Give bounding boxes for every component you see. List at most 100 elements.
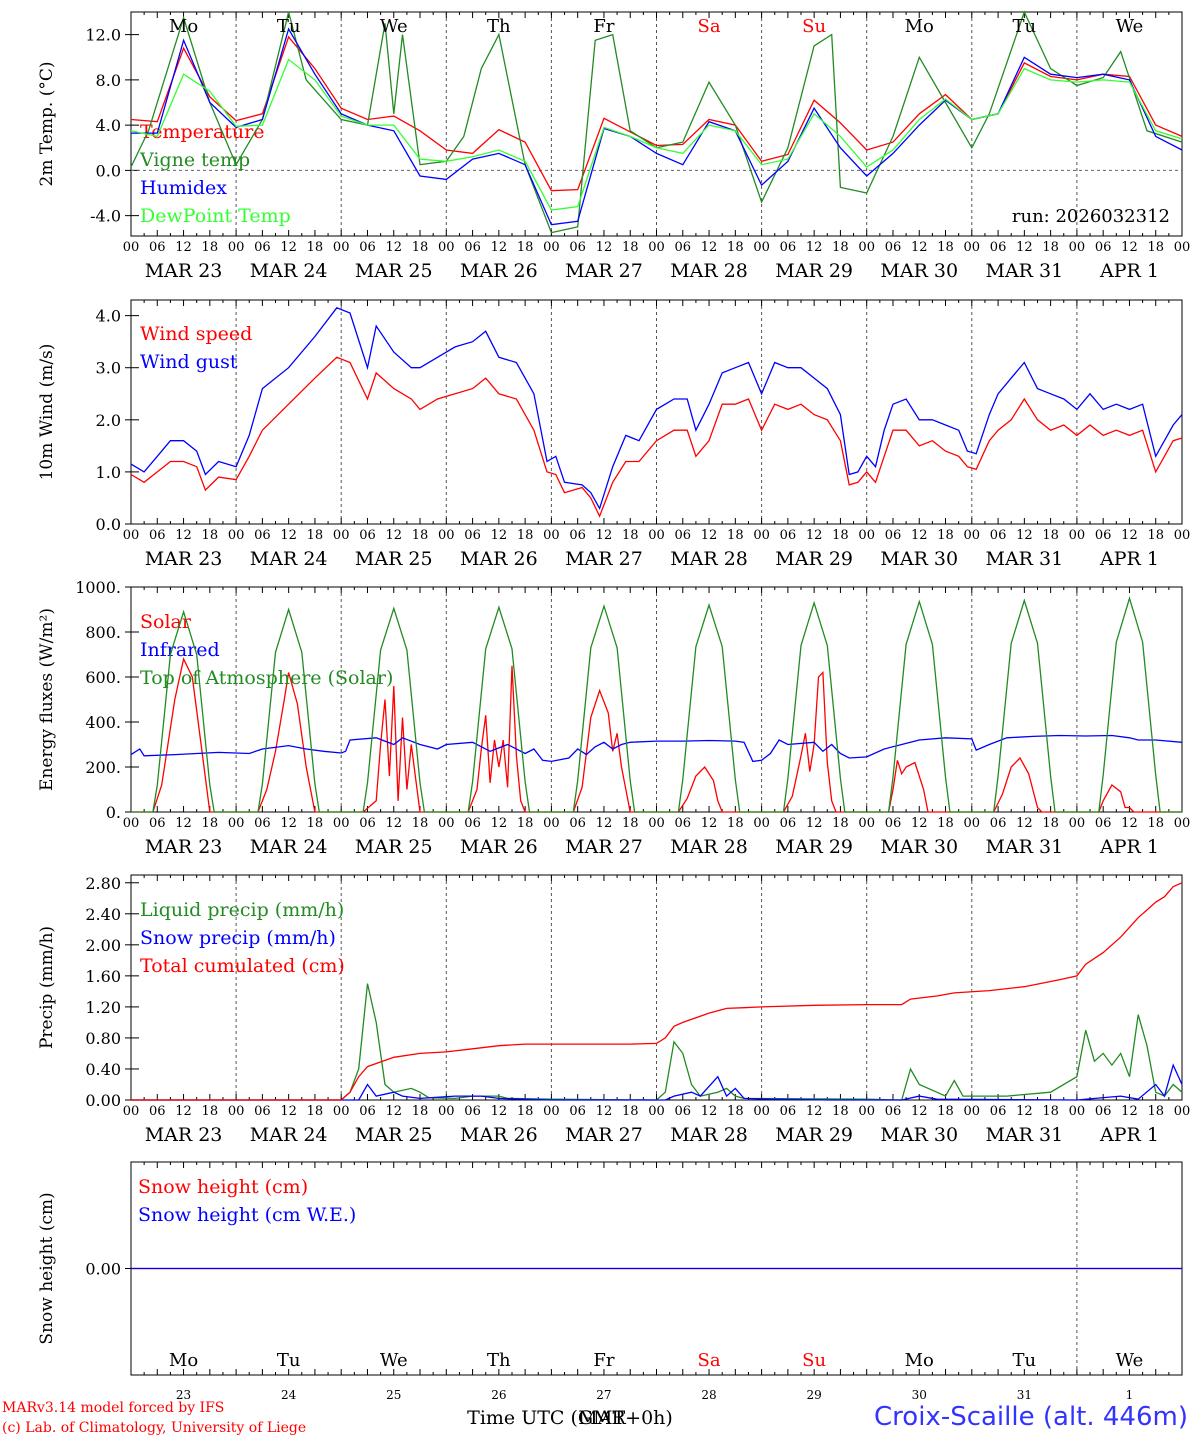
date-label: APR 1: [1099, 836, 1159, 858]
hour-tick-label: 18: [412, 816, 429, 831]
hour-tick-label: 12: [1016, 528, 1033, 543]
hour-tick-label: 12: [175, 816, 192, 831]
y-tick-label: 1.0: [96, 463, 121, 482]
date-label: MAR 24: [250, 1124, 328, 1146]
hour-tick-label: 12: [911, 528, 928, 543]
date-label: MAR 29: [775, 260, 853, 282]
hour-tick-label: 18: [937, 1104, 954, 1119]
date-label: MAR 23: [145, 836, 223, 858]
y-tick-label: 200.: [85, 758, 121, 777]
hour-tick-label: 00: [1069, 240, 1086, 255]
series-line-top-of-atmosphere-solar-: [131, 596, 1182, 813]
hour-tick-label: 18: [937, 240, 954, 255]
panel-frame-2: [130, 299, 1183, 525]
date-label: MAR 30: [880, 1124, 958, 1146]
hour-tick-label: 00: [123, 1104, 140, 1119]
hour-tick-label: 00: [438, 1104, 455, 1119]
day-label: Th: [487, 1350, 511, 1371]
day-label: Sa: [698, 1350, 721, 1371]
hour-tick-label: 06: [1095, 816, 1112, 831]
hour-tick-label: 00: [964, 816, 981, 831]
legend-entry: Total cumulated (cm): [140, 955, 345, 977]
hour-tick-label: 06: [464, 528, 481, 543]
hour-tick-label: 00: [438, 528, 455, 543]
legend-entry: Wind speed: [140, 323, 252, 345]
hour-tick-label: 00: [1069, 528, 1086, 543]
date-number: 23: [176, 1388, 191, 1402]
date-label: MAR 28: [670, 836, 748, 858]
date-number: 31: [1017, 1388, 1032, 1402]
hour-tick-label: 06: [254, 1104, 271, 1119]
hour-tick-label: 00: [648, 240, 665, 255]
hour-tick-label: 00: [858, 240, 875, 255]
date-label: MAR 28: [670, 1124, 748, 1146]
date-number: 27: [596, 1388, 611, 1402]
series-line-dewpoint-temp: [130, 58, 1183, 211]
hour-tick-label: 12: [701, 240, 718, 255]
hour-tick-label: 06: [990, 1104, 1007, 1119]
hour-tick-label: 06: [885, 816, 902, 831]
series-line-solar: [131, 657, 1182, 813]
hour-tick-label: 18: [202, 528, 219, 543]
y-tick-label: 12.0: [85, 26, 121, 45]
y-axis-title: Precip (mm/h): [37, 926, 57, 1049]
hour-tick-label: 12: [280, 528, 297, 543]
hour-tick-label: 00: [228, 816, 245, 831]
hour-tick-label: 12: [701, 816, 718, 831]
y-tick-label: 600.: [85, 668, 121, 687]
hour-tick-label: 06: [569, 240, 586, 255]
date-label: MAR 31: [985, 836, 1063, 858]
hour-tick-label: 12: [701, 1104, 718, 1119]
hour-tick-label: 18: [832, 816, 849, 831]
lab-credit: (c) Lab. of Climatology, University of L…: [2, 1420, 307, 1436]
hour-tick-label: 06: [149, 1104, 166, 1119]
hour-tick-label: 18: [202, 816, 219, 831]
hour-tick-label: 18: [412, 240, 429, 255]
day-label: Fr: [593, 1350, 614, 1371]
run-annotation: run: 2026032312: [1012, 206, 1170, 227]
hour-tick-label: 12: [1016, 240, 1033, 255]
day-label: We: [380, 16, 408, 37]
hour-tick-label: 12: [491, 816, 508, 831]
hour-tick-label: 00: [648, 1104, 665, 1119]
y-tick-label: 0.40: [85, 1060, 121, 1079]
date-label: MAR 24: [250, 260, 328, 282]
series-line-total-cumulated-cm-: [131, 882, 1183, 1101]
hour-tick-label: 06: [990, 816, 1007, 831]
hour-tick-label: 18: [1042, 1104, 1059, 1119]
hour-tick-label: 00: [753, 528, 770, 543]
date-label: APR 1: [1099, 548, 1159, 570]
hour-tick-label: 00: [1174, 240, 1191, 255]
hour-tick-label: 18: [1147, 816, 1164, 831]
legend-entry: Vigne temp: [139, 149, 250, 171]
hour-tick-label: 12: [911, 1104, 928, 1119]
y-tick-label: 4.0: [96, 116, 121, 135]
hour-tick-label: 12: [911, 816, 928, 831]
hour-tick-label: 06: [780, 1104, 797, 1119]
y-tick-label: 4.0: [96, 307, 121, 326]
legend-entry: Snow precip (mm/h): [140, 927, 336, 949]
legend-entry: Humidex: [140, 177, 227, 199]
date-label: MAR 25: [355, 548, 433, 570]
hour-tick-label: 18: [622, 816, 639, 831]
hour-tick-label: 12: [596, 528, 613, 543]
hour-tick-label: 18: [1147, 528, 1164, 543]
hour-tick-label: 00: [333, 240, 350, 255]
hour-tick-label: 00: [964, 528, 981, 543]
hour-tick-label: 18: [832, 1104, 849, 1119]
hour-tick-label: 18: [517, 240, 534, 255]
day-label: We: [380, 1350, 408, 1371]
date-label: MAR 29: [775, 836, 853, 858]
hour-tick-label: 06: [780, 528, 797, 543]
hour-tick-label: 12: [806, 240, 823, 255]
y-tick-label: 0.00: [85, 1260, 121, 1279]
y-tick-label: 3.0: [96, 359, 121, 378]
hour-tick-label: 06: [359, 240, 376, 255]
hour-tick-label: 06: [780, 240, 797, 255]
date-label: MAR 24: [250, 548, 328, 570]
hour-tick-label: 06: [675, 528, 692, 543]
hour-tick-label: 18: [1147, 1104, 1164, 1119]
date-label: MAR 25: [355, 836, 433, 858]
date-label: MAR 26: [460, 1124, 538, 1146]
